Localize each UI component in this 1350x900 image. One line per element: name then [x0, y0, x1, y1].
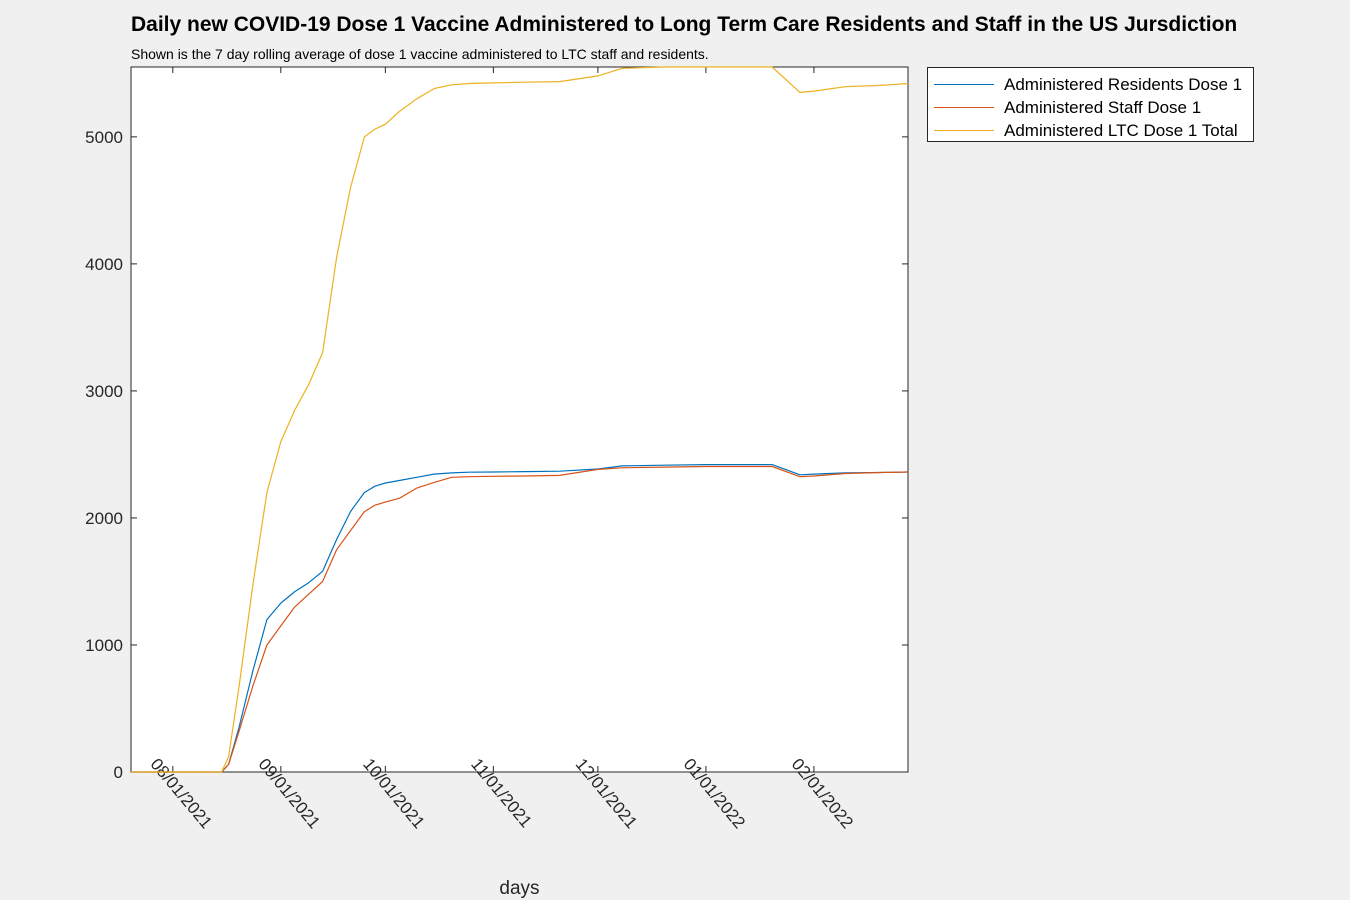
legend-label-residents: Administered Residents Dose 1: [1004, 75, 1243, 94]
y-tick-label: 1000: [85, 636, 123, 655]
legend: Administered Residents Dose 1 Administer…: [927, 67, 1254, 142]
axes-box: [130, 66, 909, 773]
series-line-2: [131, 465, 909, 773]
y-tick-label: 0: [114, 763, 123, 782]
legend-item-staff: Administered Staff Dose 1: [934, 96, 1252, 118]
legend-swatch-staff: [934, 107, 994, 108]
legend-label-staff: Administered Staff Dose 1: [1004, 98, 1202, 117]
legend-label-total: Administered LTC Dose 1 Total: [1004, 121, 1238, 140]
y-tick-label: 5000: [85, 128, 123, 147]
legend-item-total: Administered LTC Dose 1 Total: [934, 119, 1252, 141]
legend-item-residents: Administered Residents Dose 1: [934, 73, 1252, 95]
y-tick-label: 3000: [85, 382, 123, 401]
series-line-3: [131, 66, 909, 773]
legend-swatch-residents: [934, 84, 994, 85]
y-tick-label: 2000: [85, 509, 123, 528]
series-line-1: [131, 464, 909, 773]
legend-swatch-total: [934, 130, 994, 131]
y-tick-label: 4000: [85, 255, 123, 274]
x-axis-label: days: [499, 878, 539, 899]
chart-subtitle: Shown is the 7 day rolling average of do…: [131, 46, 709, 62]
chart-title: Daily new COVID-19 Dose 1 Vaccine Admini…: [131, 13, 1238, 36]
